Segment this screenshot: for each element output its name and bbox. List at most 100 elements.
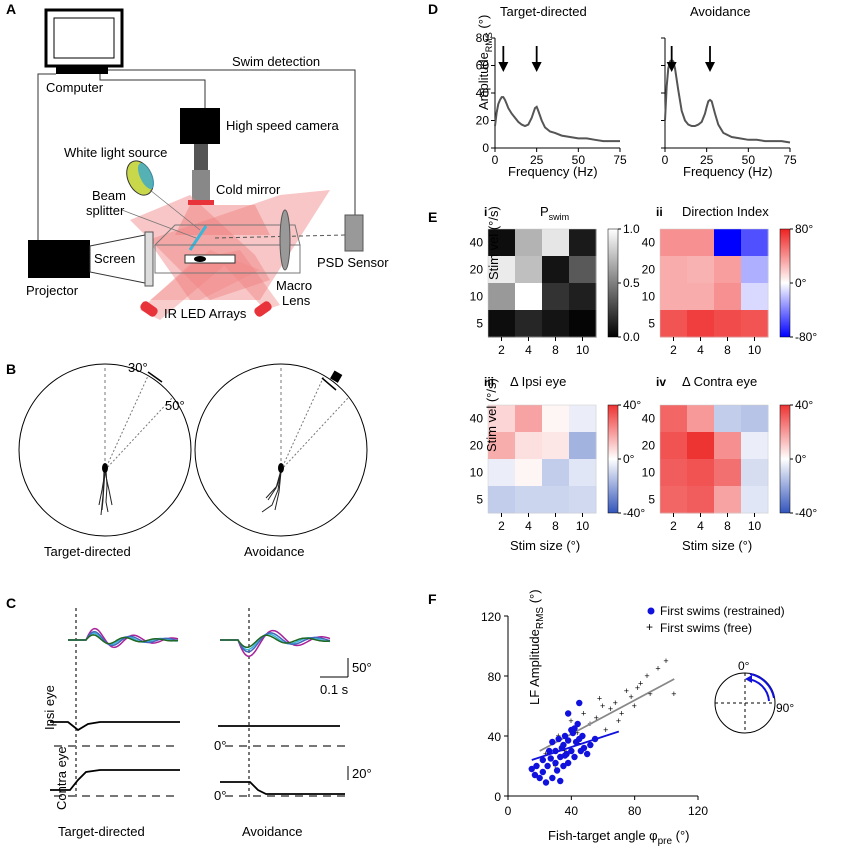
heatmap-cell bbox=[542, 486, 570, 514]
panel-d: D Target-directed Avoidance 0 20 40 60 80 0 25… bbox=[428, 1, 797, 179]
heatmap-cell bbox=[714, 229, 742, 257]
peak-arrowhead bbox=[666, 62, 677, 72]
heatmap-cell bbox=[660, 459, 688, 487]
point-restrained bbox=[587, 741, 594, 749]
angle-arc-outer bbox=[749, 673, 775, 699]
x-tick-label: 0 bbox=[662, 153, 669, 167]
col-label: 8 bbox=[552, 343, 559, 357]
col-label: 4 bbox=[697, 343, 704, 357]
heatmap-cell bbox=[569, 229, 597, 257]
heatmap-cell bbox=[569, 256, 597, 284]
label-beam: Beam bbox=[92, 188, 126, 203]
point-free: + bbox=[619, 709, 624, 719]
heatmap-ipsi-eye: 40 20 10 5 2 4 8 10 40° 0° -40° bbox=[470, 398, 646, 533]
point-free: + bbox=[648, 689, 653, 699]
scatter-xlabel: Fish-target angle φpre (°) bbox=[548, 828, 690, 847]
point-restrained bbox=[552, 759, 559, 767]
x-tick-label: 0 bbox=[492, 153, 499, 167]
heatmap-cell bbox=[488, 256, 516, 284]
point-restrained bbox=[568, 747, 575, 755]
col-label: 8 bbox=[724, 519, 731, 533]
panel-a: A Computer Swim detection High speed cam… bbox=[6, 1, 389, 321]
point-free: + bbox=[597, 694, 602, 704]
x-tick-label: 25 bbox=[530, 153, 544, 167]
x-tick-label: 50 bbox=[572, 153, 586, 167]
point-free: + bbox=[624, 686, 629, 696]
heatmap-cell bbox=[569, 405, 597, 433]
beam-center bbox=[175, 205, 270, 235]
point-restrained bbox=[533, 762, 540, 770]
heatmap-cell bbox=[714, 459, 742, 487]
col-label: 10 bbox=[576, 519, 590, 533]
tail-traces-target bbox=[68, 627, 179, 649]
heatmap-iii-roman: iii bbox=[484, 375, 494, 389]
label-target-c: Target-directed bbox=[58, 824, 145, 839]
spectrum-xlabel-avoid: Frequency (Hz) bbox=[683, 164, 773, 179]
heatmap-cell bbox=[714, 283, 742, 311]
spectrum-line bbox=[494, 96, 620, 143]
x-tick-label: 80 bbox=[628, 804, 642, 818]
heatmap-cell bbox=[542, 432, 570, 460]
x-tick-label: 120 bbox=[688, 804, 708, 818]
point-restrained bbox=[574, 720, 581, 728]
label-avoid-c: Avoidance bbox=[242, 824, 302, 839]
heatmap-cell bbox=[515, 256, 543, 284]
x-tick-label: 0 bbox=[505, 804, 512, 818]
colorbar-label: 0.0 bbox=[623, 330, 640, 344]
point-restrained bbox=[542, 779, 550, 786]
row-label: 5 bbox=[476, 317, 483, 331]
row-label: 5 bbox=[476, 493, 483, 507]
heatmap-cell bbox=[741, 459, 769, 487]
computer-screen bbox=[53, 17, 115, 59]
colorbar bbox=[779, 228, 791, 338]
arena-avoid bbox=[194, 363, 368, 537]
heatmap-cell bbox=[687, 256, 715, 284]
heatmap-xlabel-right: Stim size (°) bbox=[682, 538, 752, 553]
legend-restrained: First swims (restrained) bbox=[660, 604, 785, 618]
col-label: 10 bbox=[576, 343, 590, 357]
heatmap-cell bbox=[660, 432, 688, 460]
colorbar-label: 0° bbox=[795, 276, 807, 290]
row-label: 5 bbox=[648, 493, 655, 507]
label-splitter: splitter bbox=[86, 203, 125, 218]
wire-projector bbox=[37, 73, 56, 240]
heatmap-cell bbox=[741, 229, 769, 257]
point-restrained bbox=[545, 747, 553, 755]
heatmap-cell bbox=[569, 310, 597, 338]
screen bbox=[144, 231, 154, 287]
label-white-light: White light source bbox=[64, 145, 167, 160]
scale-tail-label: 50° bbox=[352, 660, 372, 675]
ir-beam-right bbox=[215, 250, 280, 310]
point-free: + bbox=[638, 679, 643, 689]
fish-target bbox=[102, 463, 108, 473]
col-label: 2 bbox=[498, 519, 505, 533]
point-free: + bbox=[600, 701, 605, 711]
heatmap-cell bbox=[687, 229, 715, 257]
spectrum-target: 0 20 40 60 80 0 25 50 75 bbox=[476, 31, 627, 167]
row-label: 20 bbox=[642, 263, 656, 277]
col-label: 10 bbox=[748, 343, 762, 357]
tail-target-trace bbox=[68, 634, 179, 645]
legend-free-marker: + bbox=[646, 620, 653, 634]
colorbar-label: -40° bbox=[623, 506, 645, 520]
label-ir: IR LED Arrays bbox=[164, 306, 247, 321]
row-label: 10 bbox=[642, 466, 656, 480]
angle-arrowhead bbox=[745, 675, 752, 683]
contra-trace-avoid bbox=[220, 781, 345, 795]
panel-c: C 50° 0.1 s Ipsi eye 0° Contra eye 0° 20… bbox=[6, 595, 372, 839]
heatmap-ii-roman: ii bbox=[656, 205, 663, 219]
point-restrained bbox=[549, 774, 556, 782]
y-tick-label: 40 bbox=[488, 730, 502, 744]
point-restrained bbox=[544, 762, 551, 770]
beam-splitter bbox=[188, 225, 208, 251]
panel-label-a: A bbox=[6, 1, 16, 17]
heatmap-cell bbox=[515, 229, 543, 257]
colorbar-label: 1.0 bbox=[623, 222, 640, 236]
fish-holder bbox=[184, 254, 236, 264]
label-ipsi: Ipsi eye bbox=[42, 685, 57, 730]
colorbar bbox=[607, 228, 619, 338]
scale-time-label: 0.1 s bbox=[320, 682, 349, 697]
label-cold-mirror: Cold mirror bbox=[216, 182, 281, 197]
col-label: 2 bbox=[670, 343, 677, 357]
